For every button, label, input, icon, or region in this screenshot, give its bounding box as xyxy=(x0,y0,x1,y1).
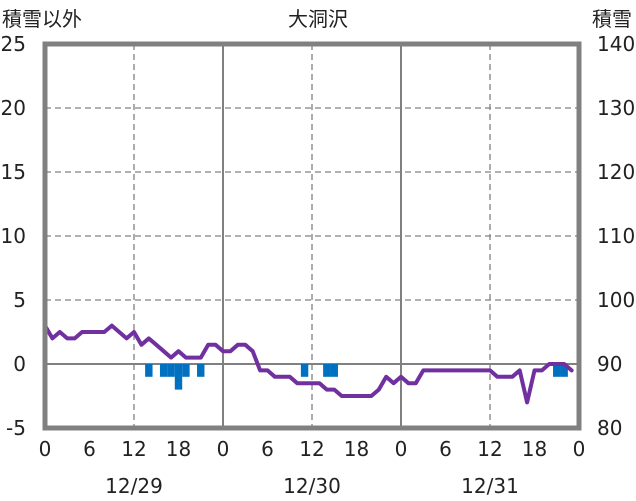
right-axis-ticks: 80 90 100 110 120 130 140 xyxy=(597,32,635,440)
bar xyxy=(174,364,183,390)
bar xyxy=(560,364,568,377)
y-right-tick-label: 110 xyxy=(597,224,635,248)
bar xyxy=(300,364,309,377)
y-tick-label: 5 xyxy=(13,288,26,312)
bar xyxy=(167,364,175,377)
bar xyxy=(159,364,168,377)
plot-frame xyxy=(42,41,582,431)
line-series xyxy=(43,323,574,405)
x-tick-label: 12 xyxy=(477,437,502,461)
y-tick-label: 15 xyxy=(1,160,26,184)
bar xyxy=(330,364,338,377)
left-axis-ticks: -5 0 5 10 15 20 25 xyxy=(1,32,26,440)
y-tick-label: 0 xyxy=(13,352,26,376)
bar xyxy=(145,364,153,377)
date-labels: 12/29 12/30 12/31 xyxy=(105,474,519,498)
bar xyxy=(323,364,331,377)
y-tick-label: -5 xyxy=(6,416,26,440)
x-tick-label: 0 xyxy=(573,437,586,461)
x-tick-label: 12 xyxy=(121,437,146,461)
x-tick-label: 18 xyxy=(166,437,191,461)
date-label: 12/31 xyxy=(461,474,519,498)
date-label: 12/30 xyxy=(283,474,341,498)
bar xyxy=(182,364,190,377)
x-tick-label: 0 xyxy=(395,437,408,461)
y-right-tick-label: 120 xyxy=(597,160,635,184)
y-tick-label: 25 xyxy=(1,32,26,56)
x-tick-label: 6 xyxy=(83,437,96,461)
x-tick-label: 0 xyxy=(217,437,230,461)
x-tick-label: 6 xyxy=(439,437,452,461)
grid xyxy=(45,44,579,428)
y-right-tick-label: 100 xyxy=(597,288,635,312)
y-right-tick-label: 130 xyxy=(597,96,635,120)
x-tick-label: 12 xyxy=(299,437,324,461)
bar xyxy=(197,364,205,377)
bar xyxy=(553,364,561,377)
x-tick-label: 18 xyxy=(344,437,369,461)
chart-title: 大洞沢 xyxy=(288,7,348,31)
y-right-tick-label: 80 xyxy=(597,416,622,440)
x-tick-label: 0 xyxy=(39,437,52,461)
bars-series xyxy=(145,364,568,390)
right-axis-label: 積雪 xyxy=(592,7,632,31)
date-label: 12/29 xyxy=(105,474,163,498)
x-tick-label: 6 xyxy=(261,437,274,461)
y-right-tick-label: 90 xyxy=(597,352,622,376)
y-tick-label: 10 xyxy=(1,224,26,248)
x-tick-label: 18 xyxy=(522,437,547,461)
left-axis-label: 積雪以外 xyxy=(2,7,82,31)
y-right-tick-label: 140 xyxy=(597,32,635,56)
x-axis-ticks: 0 6 12 18 0 6 12 18 0 6 12 18 0 xyxy=(39,437,586,461)
series-line xyxy=(43,323,574,405)
y-tick-label: 20 xyxy=(1,96,26,120)
